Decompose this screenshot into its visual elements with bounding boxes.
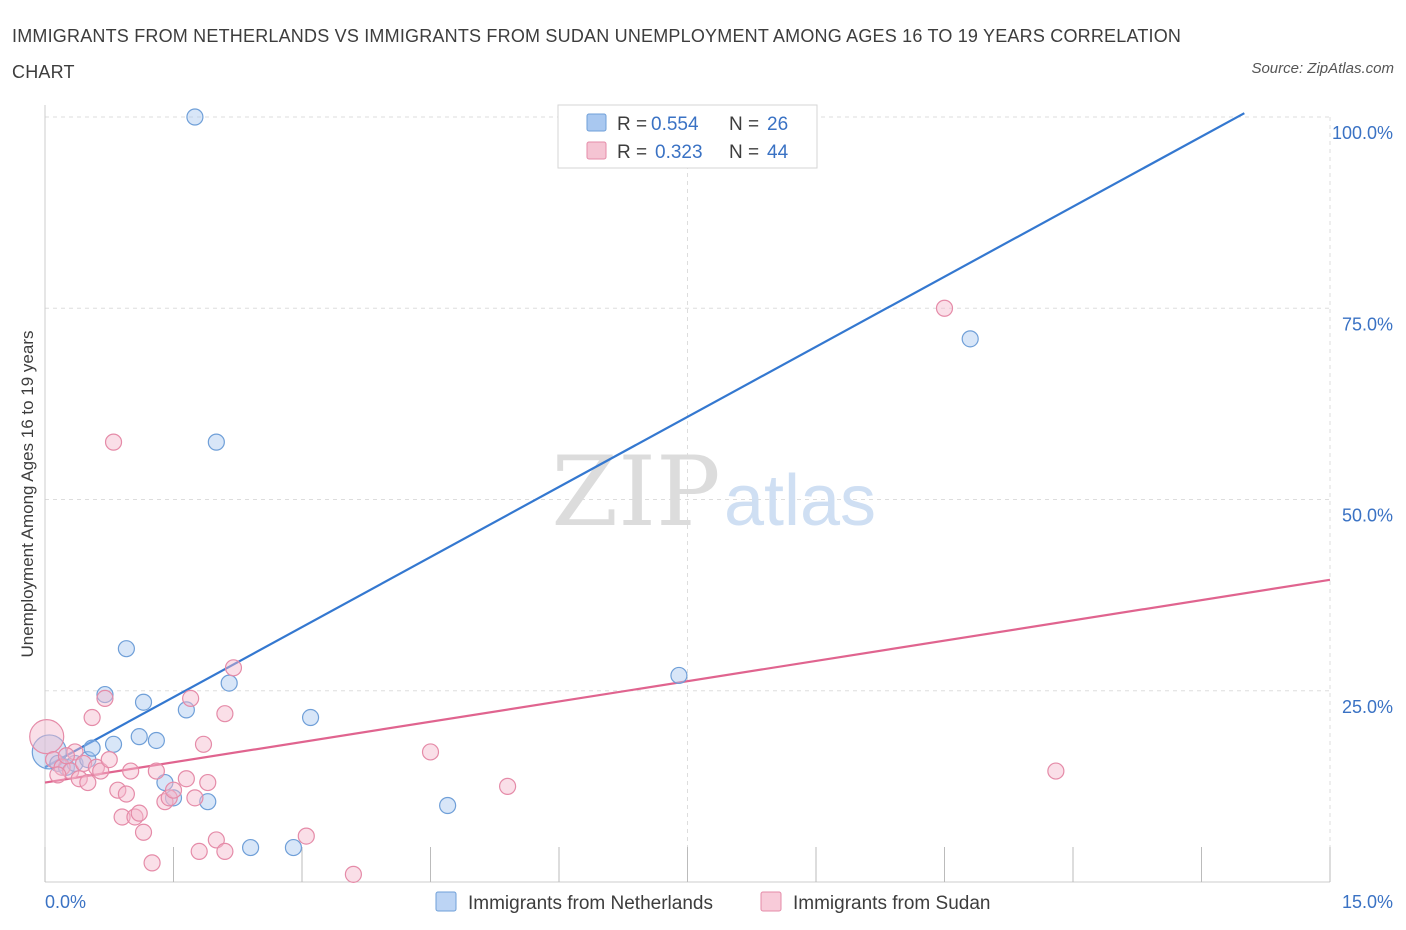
stats-n-label: N = [729,142,764,163]
y-axis-label: Unemployment Among Ages 16 to 19 years [18,331,37,658]
stats-legend-swatch-pink [586,141,607,160]
source-label: Source: ZipAtlas.com [1251,60,1394,77]
y-tick-label: 25.0% [1342,697,1393,717]
sudan-point [92,762,110,780]
sudan-point [96,689,114,708]
sudan-point [182,689,200,708]
sudan-point [164,781,183,799]
sudan-point [194,735,213,753]
netherlands-point [439,796,457,815]
sudan-point [499,777,517,795]
sudan-point [29,719,65,755]
sudan-point [207,831,225,849]
sudan-point [177,770,195,788]
trend-lines [44,112,1331,784]
watermark-atlas: atlas [724,461,876,541]
stats-n-value: 26 [767,114,788,135]
netherlands-point [220,674,238,692]
zipatlas-watermark: ZIP atlas [551,436,876,548]
sudan-point [297,827,315,845]
stats-n-label: N = [729,114,764,135]
stats-legend-swatch-blue [586,113,607,132]
sudan-point [935,299,954,317]
sudan-point [421,743,440,761]
netherlands-point [301,708,320,727]
sudan-point [216,842,234,861]
netherlands-point [117,640,135,658]
sudan-point [66,743,84,761]
sudan-point [143,854,161,872]
sudan-point [49,766,67,784]
series-legend: Immigrants from Netherlands Immigrants f… [435,891,990,914]
tick-labels: 25.0% 50.0% 75.0% 100.0% 0.0% 15.0% [45,123,1393,912]
sudan-point [344,865,362,883]
sudan-point [130,804,148,822]
legend-label-netherlands: Immigrants from Netherlands [468,893,713,914]
sudan-point [122,762,140,780]
sudan-point [224,659,243,677]
legend-swatch-netherlands [435,891,457,912]
netherlands-point [207,433,225,451]
sudan-point [113,808,131,826]
sudan-trend-line [44,578,1331,784]
sudan-point [74,754,93,773]
sudan-point [216,705,234,723]
netherlands-point [130,728,148,746]
stats-legend: R = 0.554 N = 26 R = 0.323 N = 44 [557,104,818,169]
sudan-point [100,750,118,769]
netherlands-point [83,739,101,757]
netherlands-point [134,693,153,711]
sudan-point [57,747,76,765]
netherlands-point [670,666,688,685]
netherlands-point [199,793,217,811]
sudan-point [186,789,204,807]
chart-title: IMMIGRANTS FROM NETHERLANDS VS IMMIGRANT… [12,26,1182,82]
stats-r-label: R = [617,114,652,135]
netherlands-point [961,330,979,348]
x-tick-label: 15.0% [1342,892,1393,912]
stats-r-label: R = [617,142,652,163]
legend-swatch-sudan [760,891,782,912]
netherlands-point [242,838,260,857]
y-tick-label: 50.0% [1342,506,1393,526]
netherlands-trend-line [44,112,1245,769]
sudan-point [117,785,135,803]
netherlands-point [186,108,204,126]
stats-n-value: 44 [767,142,789,163]
sudan-point [79,773,97,792]
stats-r-value: 0.554 [651,114,699,135]
netherlands-point [147,731,165,750]
sudan-point [147,762,165,780]
axes [44,105,1331,883]
sudan-point [190,842,208,861]
netherlands-point [104,735,123,753]
netherlands-point [96,685,114,704]
y-tick-label: 75.0% [1342,314,1393,334]
sudan-point [134,823,153,841]
sudan-point [83,708,101,727]
y-tick-label: 100.0% [1332,123,1393,143]
legend-label-sudan: Immigrants from Sudan [793,893,990,914]
stats-r-value: 0.323 [655,142,703,163]
netherlands-point [284,838,303,857]
sudan-point [1047,762,1065,780]
sudan-point [109,781,127,799]
data-points [29,108,1065,883]
sudan-point [199,773,217,792]
x-tick-label: 0.0% [45,892,86,912]
sudan-point [104,433,123,451]
watermark-zip: ZIP [551,436,720,548]
